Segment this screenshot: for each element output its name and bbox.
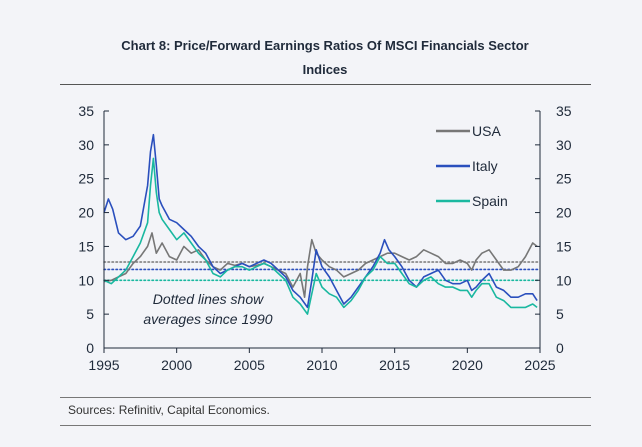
y-tick-label-right: 25	[556, 171, 572, 187]
x-tick-label: 1995	[88, 357, 119, 373]
y-tick-label-left: 0	[86, 340, 94, 356]
y-tick-label-right: 0	[556, 340, 564, 356]
legend-label-usa: USA	[472, 123, 501, 139]
y-tick-label-left: 30	[78, 137, 94, 153]
series-line-usa	[103, 232, 538, 299]
x-tick-label: 2015	[379, 357, 410, 373]
x-tick-label: 2025	[524, 357, 555, 373]
y-tick-label-right: 35	[556, 103, 572, 119]
y-tick-label-right: 5	[556, 306, 564, 322]
y-tick-label-right: 15	[556, 238, 572, 254]
series-lines	[103, 133, 538, 315]
chart-title-line-2: Indices	[302, 62, 348, 77]
y-tick-label-left: 25	[78, 171, 94, 187]
y-tick-label-left: 5	[86, 306, 94, 322]
y-tick-label-right: 30	[556, 137, 572, 153]
chart-title: Chart 8: Price/Forward Earnings Ratios O…	[60, 34, 590, 82]
series-line-spain	[103, 157, 538, 315]
legend-label-spain: Spain	[472, 193, 508, 209]
y-tick-label-right: 20	[556, 205, 572, 221]
y-tick-label-right: 10	[556, 272, 572, 288]
y-tick-label-left: 10	[78, 272, 94, 288]
source-rule	[60, 397, 591, 398]
source-note: Sources: Refinitiv, Capital Economics.	[68, 403, 270, 417]
chart-title-line-1: Chart 8: Price/Forward Earnings Ratios O…	[121, 38, 529, 53]
series-line-italy	[103, 133, 538, 309]
x-tick-label: 2000	[161, 357, 192, 373]
x-tick-label: 2010	[306, 357, 337, 373]
top-rule	[60, 84, 591, 85]
annotation-line-2: averages since 1990	[143, 311, 272, 327]
legend-label-italy: Italy	[472, 158, 498, 174]
y-tick-label-left: 20	[78, 205, 94, 221]
y-tick-label-left: 15	[78, 238, 94, 254]
legend: USA Italy Spain	[436, 123, 508, 209]
y-tick-label-left: 35	[78, 103, 94, 119]
x-tick-label: 2020	[452, 357, 483, 373]
bottom-rule	[60, 425, 591, 426]
annotation: Dotted lines show averages since 1990	[143, 291, 272, 327]
annotation-line-1: Dotted lines show	[153, 291, 264, 307]
x-tick-label: 2005	[234, 357, 265, 373]
